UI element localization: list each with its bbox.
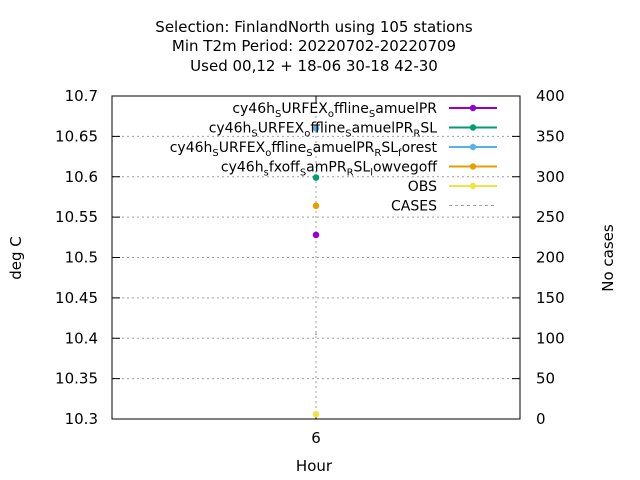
data-points — [312, 125, 320, 418]
legend: cy46hSURFEXofflineSamuelPRcy46hSURFEXoff… — [170, 101, 497, 215]
cases-point — [315, 333, 317, 336]
legend-label-series-3: cy46hSURFEXofflineSamuelPRRSLforest — [170, 140, 438, 159]
legend-label-series-1: cy46hSURFEXofflineSamuelPR — [232, 101, 437, 120]
y2-axis-label: No cases — [599, 224, 617, 292]
y2-tick-label: 0 — [536, 410, 546, 428]
data-point-series-3 — [312, 125, 320, 132]
title-line-3: Used 00,12 + 18-06 30-18 42-30 — [190, 57, 438, 75]
data-point-series-1 — [312, 231, 320, 239]
y-tick-label: 10.55 — [55, 208, 98, 226]
y2-tick-label: 400 — [536, 87, 565, 105]
y-tick-label: 10.5 — [65, 249, 98, 267]
legend-marker-series-2 — [469, 124, 477, 131]
legend-marker-series-1 — [469, 104, 477, 112]
legend-marker-series-5 — [469, 182, 477, 190]
chart-title: Selection: FinlandNorth using 105 statio… — [155, 18, 473, 75]
legend-marker-series-4 — [469, 163, 477, 170]
data-point-series-4 — [312, 202, 320, 210]
y2-tick-label: 300 — [536, 168, 565, 186]
y2-tick-label: 200 — [536, 249, 565, 267]
y2-axis-ticks: 0 50 100 150 200 250 300 350 400 — [512, 87, 565, 428]
grid — [112, 96, 520, 419]
y2-tick-label: 100 — [536, 329, 565, 347]
y-axis-ticks: 10.3 10.35 10.4 10.45 10.5 10.55 10.6 10.65 10.7 — [55, 87, 120, 428]
y2-tick-label: 150 — [536, 289, 565, 307]
y-axis-label: deg C — [7, 236, 25, 280]
y-tick-label: 10.7 — [65, 87, 98, 105]
legend-label-series-2: cy46hSURFEXofflineSamuelPRRSL — [209, 121, 438, 140]
y-tick-label: 10.3 — [65, 410, 98, 428]
y2-tick-label: 250 — [536, 208, 565, 226]
legend-label-series-5: OBS — [408, 179, 437, 195]
legend-label-series-4: cy46hsfxoffSamPRRSLlowvegoff — [221, 160, 437, 179]
y-tick-label: 10.6 — [65, 168, 98, 186]
legend-label-cases: CASES — [391, 199, 437, 215]
y-tick-label: 10.65 — [55, 127, 98, 145]
data-point-series-2 — [312, 174, 320, 181]
y-tick-label: 10.4 — [65, 329, 98, 347]
data-point-series-5 — [312, 410, 320, 418]
y2-tick-label: 350 — [536, 127, 565, 145]
cases-series — [315, 333, 317, 336]
x-axis-label: Hour — [296, 457, 333, 475]
y-tick-label: 10.45 — [55, 289, 98, 307]
y2-tick-label: 50 — [536, 370, 555, 388]
title-line-2: Min T2m Period: 20220702-20220709 — [172, 37, 456, 55]
title-line-1: Selection: FinlandNorth using 105 statio… — [155, 18, 473, 36]
y-tick-label: 10.35 — [55, 370, 98, 388]
legend-marker-series-3 — [469, 143, 477, 151]
x-tick-label: 6 — [311, 429, 321, 447]
